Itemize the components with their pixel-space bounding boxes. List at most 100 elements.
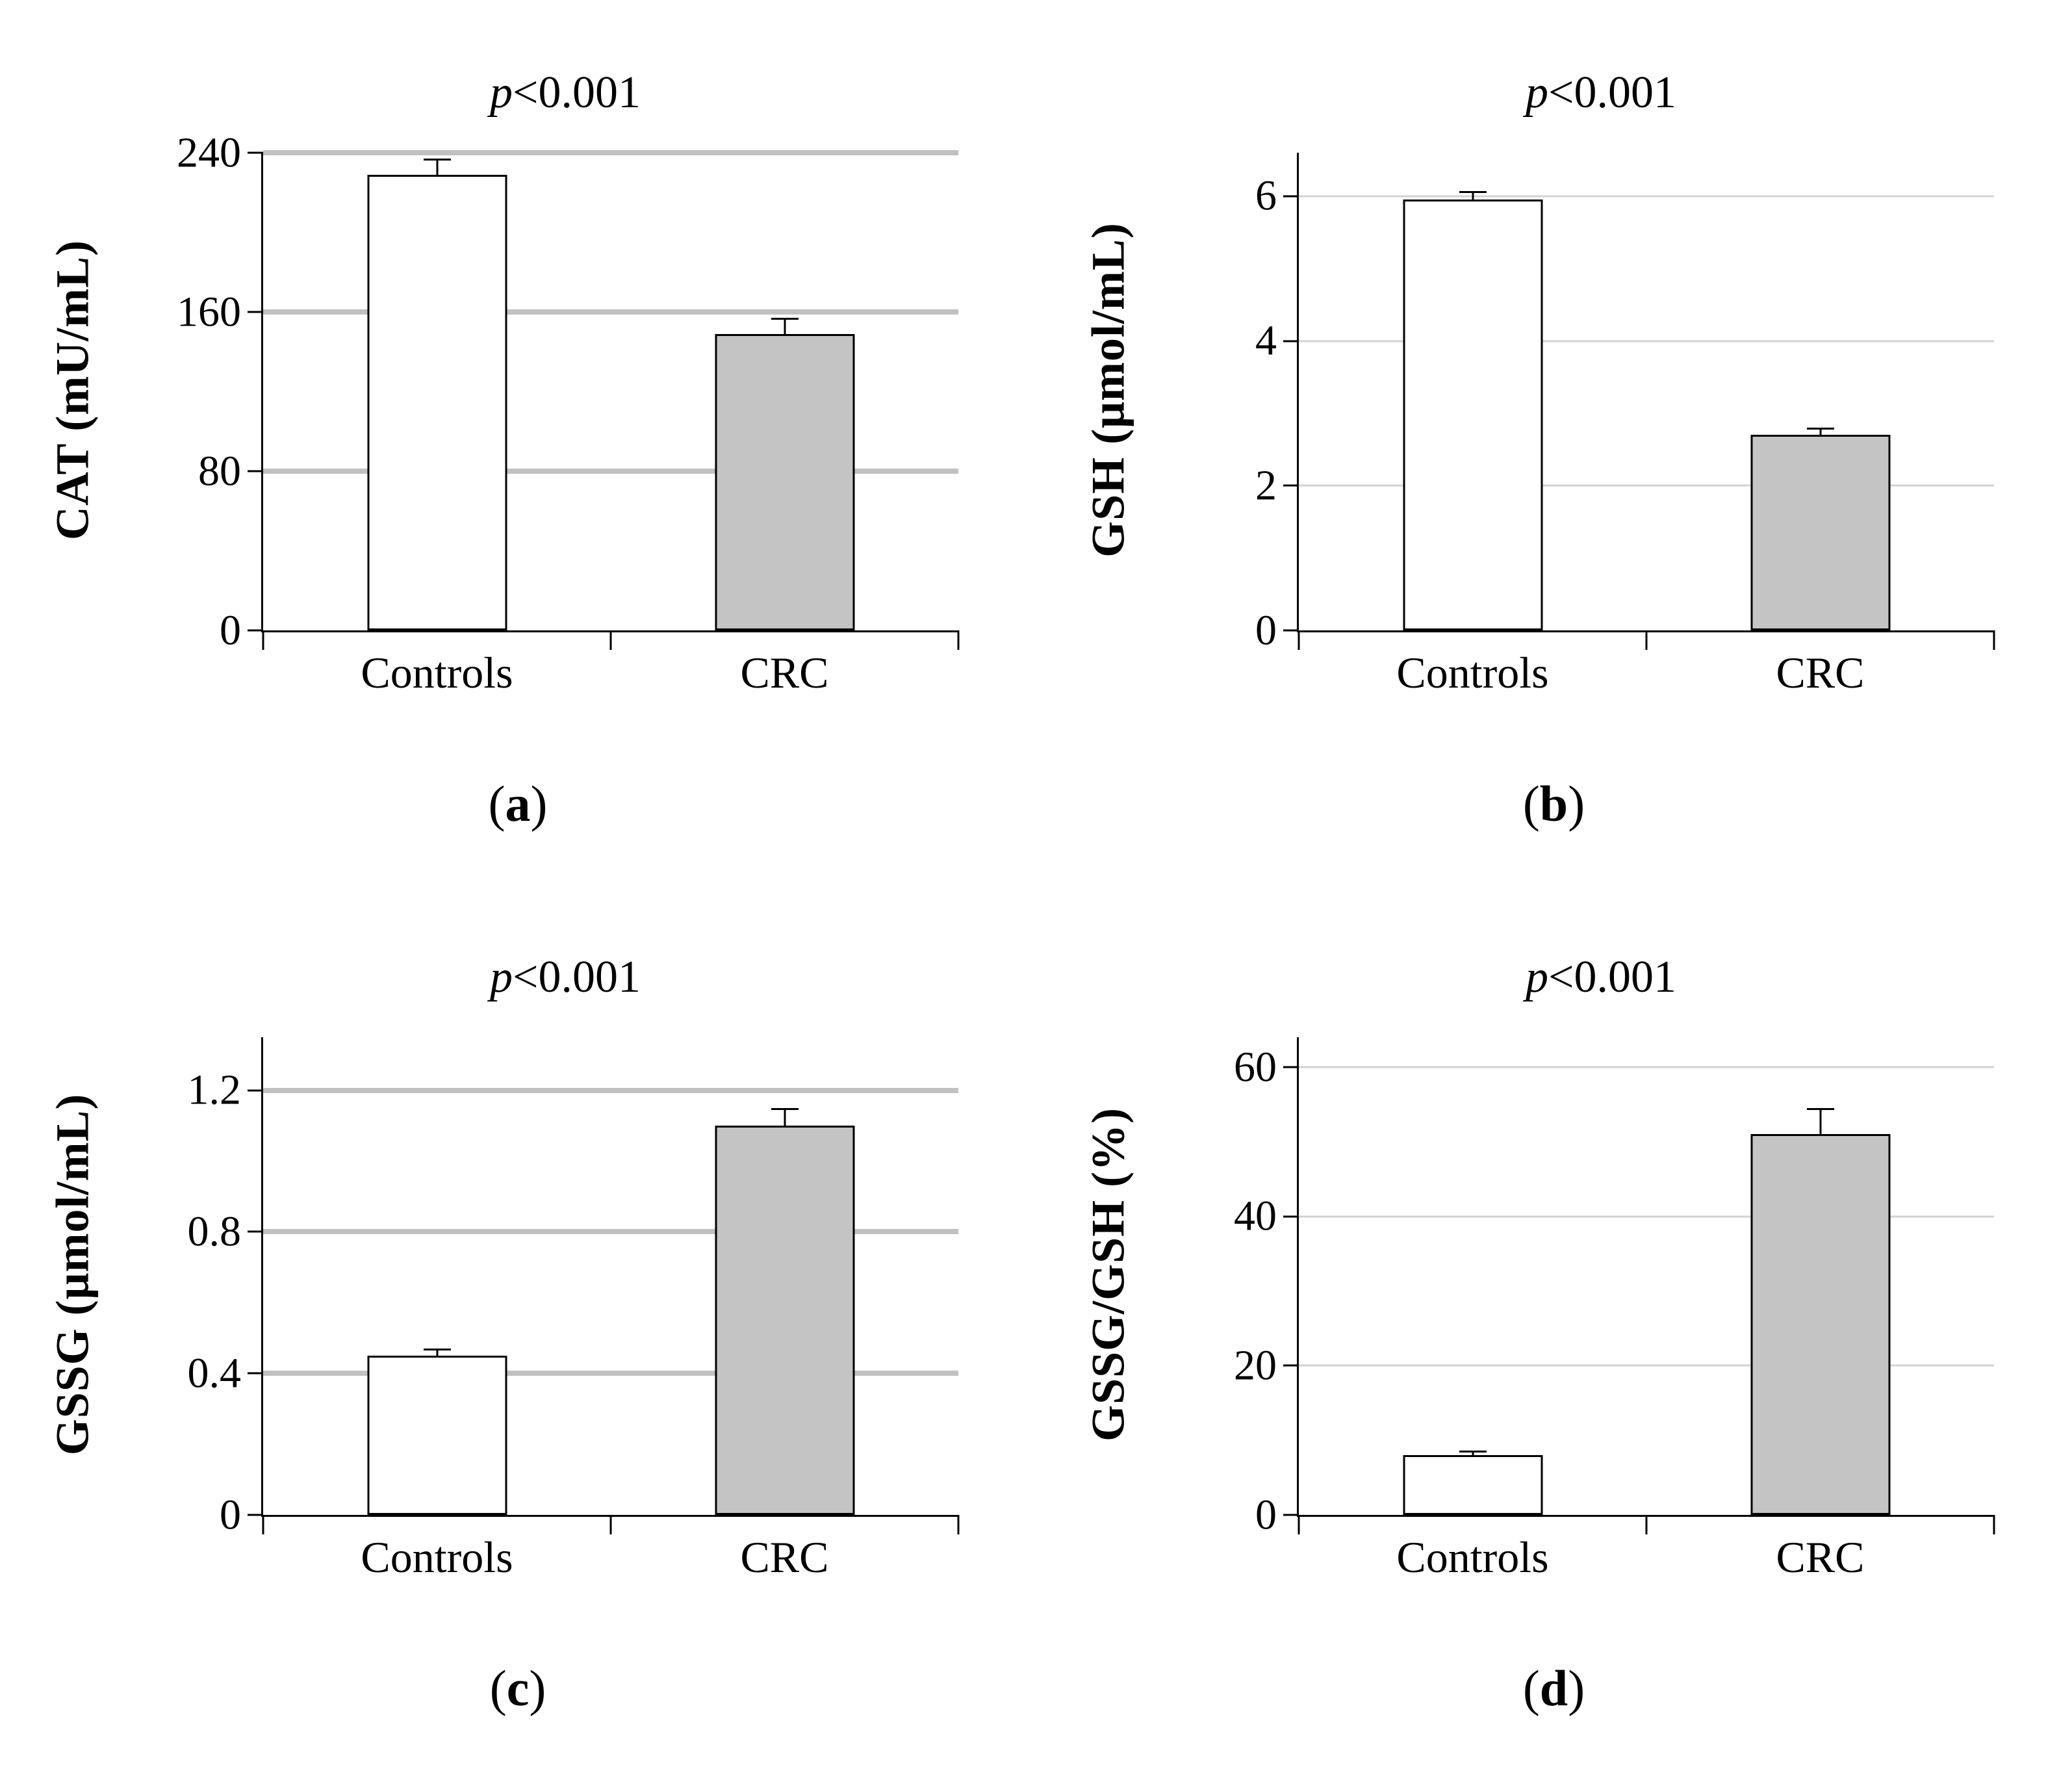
plot-area: 0 20 40 60 Controls CRC: [1234, 1037, 1995, 1581]
gridline: [1299, 195, 1994, 198]
plot-area: 0 80 160 240 Controls CRC: [177, 131, 960, 697]
error-bar-cap: [423, 159, 451, 161]
p-symbol: p: [490, 952, 513, 1002]
y-tick-label: 6: [1255, 172, 1277, 220]
error-bar-cap: [771, 1107, 799, 1110]
x-axis-tick: [609, 630, 612, 650]
gridline: [263, 150, 958, 155]
y-tick-label: 160: [177, 288, 241, 336]
y-tick-label: 240: [177, 129, 241, 177]
y-axis-tick: [1283, 340, 1299, 342]
error-bar-line: [1472, 1451, 1474, 1456]
panel-label-close-paren: ): [529, 1660, 546, 1716]
bar-controls: [367, 1356, 507, 1515]
y-tick-label: 0: [220, 606, 241, 654]
panel-label-close-paren: ): [530, 775, 548, 832]
x-category-label-crc: CRC: [740, 648, 829, 697]
x-category-label-controls: Controls: [361, 1532, 513, 1582]
p-value-title: p<0.001: [214, 952, 916, 1002]
error-bar-controls: [1459, 191, 1487, 200]
x-category-label-crc: CRC: [1776, 1532, 1865, 1582]
p-value-text: <0.001: [1548, 952, 1676, 1002]
x-axis-tick: [1645, 1515, 1648, 1534]
panel-label: (b): [1036, 775, 2072, 833]
error-bar-cap: [423, 1349, 451, 1351]
x-axis-tick: [609, 1515, 612, 1534]
p-value-title: p<0.001: [1250, 68, 1952, 118]
error-bar-line: [1819, 428, 1821, 435]
x-axis-tick: [262, 630, 264, 650]
y-tick-label: 4: [1255, 316, 1277, 365]
panel-label-close-paren: ): [1568, 1660, 1585, 1716]
panel-label: (a): [0, 775, 1036, 833]
error-bar-cap: [1459, 1451, 1487, 1453]
y-axis-title: GSSG (μmol/mL): [46, 1093, 99, 1456]
y-axis-title: GSH (μmol/mL): [1082, 222, 1134, 558]
panel-b: p<0.001 GSH (μmol/mL) 0 2 4 6 Controls CRC (b…: [1036, 0, 2072, 884]
bar-crc: [1750, 435, 1890, 630]
y-tick-label: 0: [1255, 1491, 1277, 1539]
gridline: [263, 469, 958, 474]
x-category-label-crc: CRC: [1776, 648, 1865, 697]
x-axis-tick: [1993, 1515, 1995, 1534]
y-tick-label: 60: [1234, 1043, 1277, 1091]
y-axis-tick: [1283, 1514, 1299, 1516]
y-axis-tick: [1283, 629, 1299, 632]
y-tick-label: 0: [1255, 606, 1277, 654]
x-category-label-controls: Controls: [1396, 1532, 1549, 1582]
gridline: [263, 1371, 958, 1376]
y-axis-tick: [248, 629, 263, 632]
gridline: [263, 309, 958, 315]
y-tick-label: 1.2: [187, 1066, 242, 1114]
gridline: [1299, 1364, 1994, 1367]
gridline: [1299, 340, 1994, 342]
x-axis-tick: [262, 1515, 264, 1534]
p-value-title: p<0.001: [214, 68, 916, 118]
error-bar-crc: [1806, 1108, 1834, 1135]
y-tick-label: 80: [198, 447, 241, 495]
y-axis-title: GSSG/GSH (%): [1082, 1107, 1134, 1442]
y-tick-label: 20: [1234, 1341, 1277, 1389]
y-axis-tick: [1283, 484, 1299, 487]
error-bar-cap: [771, 318, 799, 320]
panel-label-open-paren: (: [489, 1660, 507, 1716]
p-value-title: p<0.001: [1250, 952, 1952, 1002]
x-category-label-controls: Controls: [1396, 648, 1549, 697]
y-axis-tick: [248, 1089, 263, 1092]
error-bar-cap: [1459, 191, 1487, 194]
p-value-text: <0.001: [513, 952, 641, 1002]
bar-controls: [1403, 1455, 1542, 1515]
panel-label-open-paren: (: [488, 775, 505, 832]
x-axis-tick: [957, 630, 960, 650]
bar-crc: [715, 333, 854, 630]
y-axis-tick: [1283, 195, 1299, 198]
error-bar-crc: [771, 318, 799, 334]
p-value-text: <0.001: [513, 68, 641, 118]
error-bar-cap: [1806, 428, 1834, 430]
y-tick-label: 2: [1255, 461, 1277, 510]
x-axis-tick: [1298, 1515, 1300, 1534]
y-axis-tick: [248, 470, 263, 472]
y-axis-tick: [248, 311, 263, 313]
bar-controls: [367, 174, 507, 630]
panel-c: p<0.001 GSSG (μmol/mL) 0 0.4 0.8 1.2 Control…: [0, 884, 1036, 1769]
error-bar-line: [436, 1349, 438, 1356]
error-bar-controls: [423, 1349, 451, 1356]
x-axis-tick: [957, 1515, 960, 1534]
gridline: [1299, 484, 1994, 487]
panel-label-letter: b: [1539, 775, 1568, 832]
p-symbol: p: [1526, 952, 1548, 1002]
gridline: [1299, 1066, 1994, 1068]
panel-label-open-paren: (: [1522, 775, 1540, 832]
x-axis-tick: [1298, 630, 1300, 650]
error-bar-line: [1472, 191, 1474, 200]
x-axis-tick: [1993, 630, 1995, 650]
y-axis-tick: [248, 1372, 263, 1375]
y-axis-tick: [248, 1514, 263, 1516]
bar-crc: [1750, 1134, 1890, 1515]
error-bar-cap: [1806, 1108, 1834, 1111]
p-value-text: <0.001: [1548, 68, 1676, 118]
panel-label-close-paren: ): [1568, 775, 1585, 832]
y-axis-tick: [1283, 1364, 1299, 1367]
